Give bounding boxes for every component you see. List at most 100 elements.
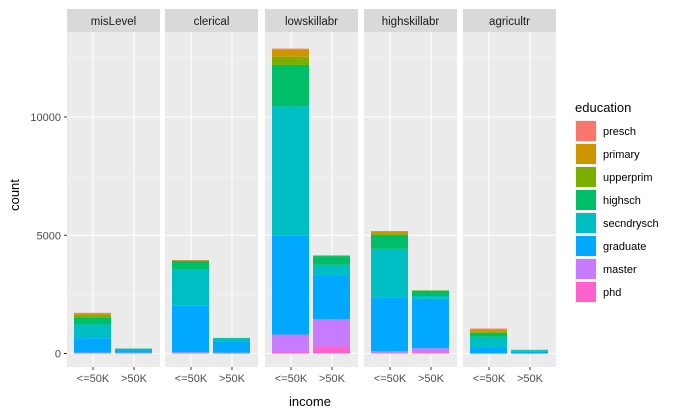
bar-segment-clerical-gt-50k-graduate [213, 341, 250, 353]
bar-segment-mislevel-gt-50k-graduate [115, 350, 152, 353]
legend-label-presch: presch [603, 126, 636, 138]
facet-agricultr: agricultr <=50K >50K [463, 9, 556, 385]
bar-segment-lowskillabr-gt-50k-master [313, 319, 350, 347]
bar-segment-agricultr-le-50k-upperprim [470, 331, 507, 333]
bar-segment-clerical-le-50k-graduate [172, 305, 209, 353]
facet-strip [265, 9, 358, 32]
bar-segment-mislevel-le-50k-master [74, 352, 111, 354]
bar-segment-mislevel-le-50k-graduate [74, 338, 111, 353]
bar-segment-agricultr-le-50k-secndrysch [470, 336, 507, 348]
bar-segment-agricultr-gt-50k-graduate [511, 351, 548, 354]
facet-strip [463, 9, 556, 32]
legend-item-secndrysch: secndrysch [575, 212, 659, 234]
bar-segment-lowskillabr-le-50k-upperprim [272, 56, 309, 65]
x-tick-label-le-50k: <=50K [473, 373, 506, 385]
facet-strip-label: clerical [194, 16, 230, 28]
bar-segment-highskillabr-gt-50k-phd [412, 352, 449, 354]
bar-segment-highskillabr-gt-50k-graduate [412, 298, 449, 349]
legend-item-presch: presch [575, 120, 636, 142]
bar-segment-mislevel-le-50k-primary [74, 313, 111, 315]
bar-segment-agricultr-le-50k-primary [470, 329, 507, 332]
y-axis: 0 5000 10000 [30, 112, 67, 361]
bar-segment-mislevel-le-50k-upperprim [74, 314, 111, 318]
y-tick-label: 5000 [37, 230, 61, 242]
bar-segment-agricultr-le-50k-graduate [470, 347, 507, 354]
bar-segment-mislevel-le-50k-highsch [74, 317, 111, 325]
bar-segment-lowskillabr-le-50k-master [272, 334, 309, 352]
x-tick-label-le-50k: <=50K [374, 373, 407, 385]
x-tick-label-gt-50k: >50K [418, 373, 445, 385]
legend-swatch-graduate [576, 236, 596, 256]
legend-label-primary: primary [603, 149, 640, 161]
bar-segment-lowskillabr-gt-50k-highsch [313, 256, 350, 265]
legend-label-master: master [603, 264, 637, 276]
x-tick-label-le-50k: <=50K [275, 373, 308, 385]
legend-label-highsch: highsch [603, 195, 641, 207]
bar-segment-highskillabr-le-50k-phd [371, 352, 408, 354]
bar-segment-clerical-gt-50k-master [213, 352, 250, 354]
facet-lowskillabr: lowskillabr <=50K >50K [265, 9, 358, 385]
legend-item-upperprim: upperprim [575, 166, 653, 188]
bar-segment-agricultr-le-50k-highsch [470, 332, 507, 337]
legend-swatch-upperprim [576, 167, 596, 187]
legend-label-phd: phd [603, 287, 621, 299]
bar-segment-clerical-gt-50k-secndrysch [213, 338, 250, 342]
bar-segment-highskillabr-le-50k-primary [371, 231, 408, 234]
y-axis-title: count [7, 179, 22, 211]
bar-segment-clerical-le-50k-highsch [172, 261, 209, 270]
panel-background [67, 32, 160, 367]
bar-segment-highskillabr-gt-50k-highsch [412, 290, 449, 297]
x-axis-title: income [289, 394, 331, 409]
bar-segment-highskillabr-le-50k-graduate [371, 297, 408, 352]
panel-background [463, 32, 556, 367]
facet-strip-label: highskillabr [382, 16, 440, 28]
legend-item-master: master [575, 258, 637, 280]
legend-label-graduate: graduate [603, 241, 646, 253]
bar-segment-mislevel-le-50k-secndrysch [74, 324, 111, 339]
bar-segment-agricultr-gt-50k-secndrysch [511, 350, 548, 352]
legend-swatch-highsch [576, 190, 596, 210]
legend-label-upperprim: upperprim [603, 172, 653, 184]
bar-segment-highskillabr-gt-50k-secndrysch [412, 296, 449, 299]
facet-clerical: clerical <=50K >50K [165, 9, 258, 385]
bar-segment-lowskillabr-le-50k-primary [272, 49, 309, 57]
facet-mislevel: misLevel <=50K >50K [67, 9, 160, 385]
bar-segment-lowskillabr-gt-50k-secndrysch [313, 264, 350, 276]
bar-segment-mislevel-gt-50k-secndrysch [115, 348, 152, 351]
bar-segment-mislevel-gt-50k-master [115, 352, 152, 354]
legend-swatch-phd [576, 282, 596, 302]
x-tick-label-gt-50k: >50K [121, 373, 148, 385]
legend-swatch-primary [576, 144, 596, 164]
facet-strip [165, 9, 258, 32]
legend-item-highsch: highsch [575, 189, 641, 211]
x-tick-label-le-50k: <=50K [77, 373, 110, 385]
x-tick-label-le-50k: <=50K [175, 373, 208, 385]
legend: education presch primary upperprim highsch s… [575, 100, 659, 303]
bar-segment-lowskillabr-le-50k-graduate [272, 235, 309, 335]
bar-segment-agricultr-le-50k-presch [470, 328, 507, 330]
bar-segment-highskillabr-gt-50k-master [412, 348, 449, 353]
facet-strip [364, 9, 457, 32]
bar-segment-lowskillabr-gt-50k-phd [313, 346, 350, 354]
legend-swatch-presch [576, 121, 596, 141]
bar-segment-highskillabr-le-50k-secndrysch [371, 248, 408, 298]
bar-segment-lowskillabr-le-50k-highsch [272, 64, 309, 107]
legend-item-primary: primary [575, 143, 640, 165]
x-tick-label-gt-50k: >50K [517, 373, 544, 385]
bar-segment-highskillabr-le-50k-master [371, 351, 408, 353]
legend-title: education [575, 100, 631, 115]
legend-swatch-master [576, 259, 596, 279]
x-tick-label-gt-50k: >50K [219, 373, 246, 385]
bar-segment-lowskillabr-le-50k-secndrysch [272, 106, 309, 236]
bar-segment-lowskillabr-gt-50k-graduate [313, 275, 350, 320]
bar-segment-highskillabr-le-50k-upperprim [371, 233, 408, 235]
bar-segment-highskillabr-le-50k-highsch [371, 234, 408, 249]
facet-strip [67, 9, 160, 32]
legend-item-graduate: graduate [575, 235, 646, 257]
legend-label-secndrysch: secndrysch [603, 218, 659, 230]
facet-highskillabr: highskillabr <=50K >50K [364, 9, 457, 385]
facet-strip-label: agricultr [489, 16, 530, 28]
y-tick-label: 0 [55, 349, 61, 361]
